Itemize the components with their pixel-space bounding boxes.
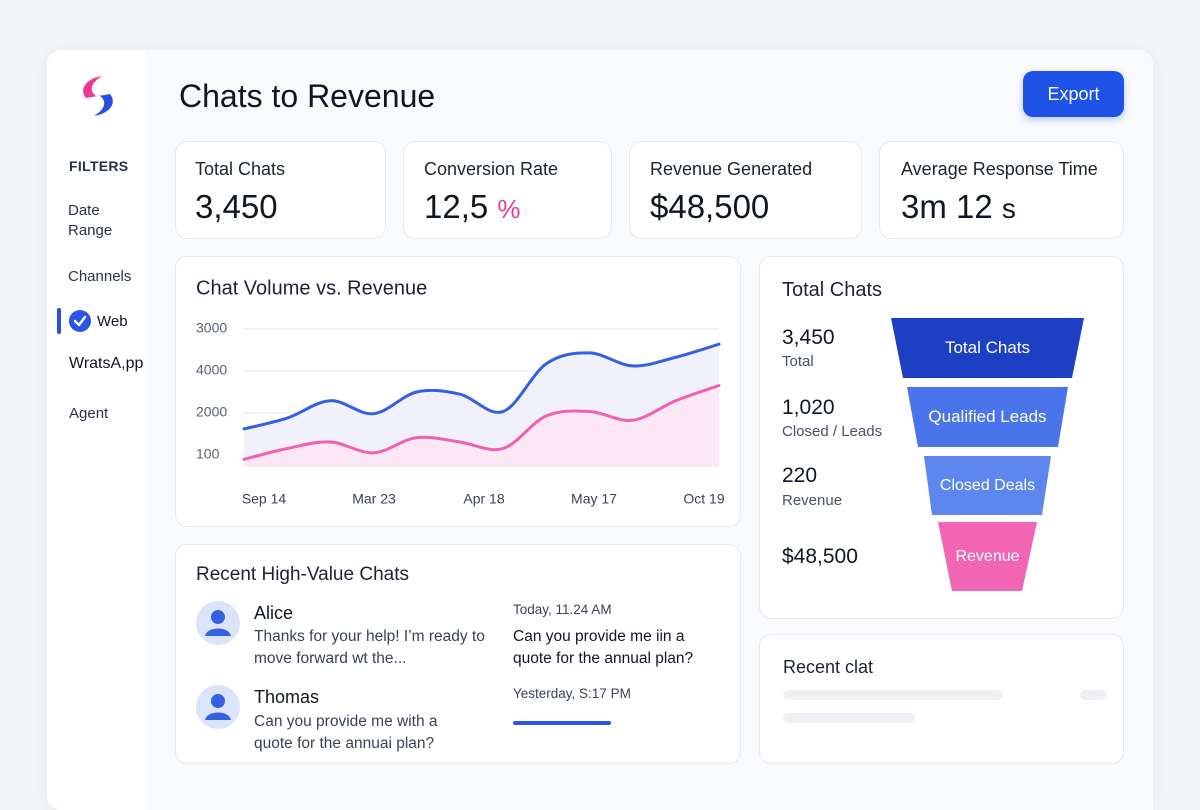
chat-message: Can you provide me with a quote for the …	[254, 713, 438, 752]
placeholder-line	[783, 713, 915, 723]
logo	[83, 76, 113, 116]
export-button[interactable]: Export	[1023, 71, 1124, 117]
avatar	[196, 601, 240, 645]
kpi-card: Revenue Generated $48,500	[629, 141, 862, 239]
chat-name[interactable]: Alice	[254, 603, 294, 623]
kpi-label: Average Response Time	[901, 159, 1098, 179]
y-tick-label: 100	[196, 446, 220, 462]
kpi-value: $48,500	[650, 188, 770, 225]
x-tick-label: Sep 14	[242, 491, 287, 507]
web-checkbox[interactable]	[68, 309, 92, 333]
x-tick-label: Mar 23	[352, 491, 396, 507]
funnel-shapes	[891, 318, 1084, 591]
line	[242, 383, 721, 461]
chat-time: Today, 11.24 AM	[513, 602, 612, 617]
chat-reply: Can you provide me iin a quote for the a…	[513, 628, 694, 667]
kpi-card: Total Chats 3,450	[175, 141, 386, 239]
chat-message: Thanks for your help! I’m ready to move …	[254, 628, 485, 667]
funnel-sub: Total	[782, 353, 814, 370]
chart-title: Chat Volume vs. Revenue	[196, 277, 427, 299]
kpi-value-wrap: 3m 12 s	[901, 188, 1016, 226]
y-tick-label: 4000	[196, 362, 227, 378]
y-tick-label: 2000	[196, 404, 227, 420]
funnel-stage-shape	[907, 387, 1068, 447]
funnel-stage-shape	[938, 522, 1037, 591]
chat-time: Yesterday, S:17 PM	[513, 686, 631, 701]
filter-agent[interactable]: Agent	[69, 405, 109, 422]
filter-whatsapp[interactable]: WratsA,pp	[69, 355, 144, 372]
kpi-unit: s	[1001, 193, 1016, 224]
kpi-label: Conversion Rate	[424, 159, 559, 179]
page-title: Chats to Revenue	[179, 78, 436, 114]
recent-chat-title: Recent clat	[783, 657, 874, 677]
funnel-title: Total Chats	[782, 279, 883, 301]
kpi-value-wrap: 12,5 %	[424, 188, 521, 226]
funnel-stage-label: Qualified Leads	[928, 407, 1047, 426]
funnel-value: $48,500	[782, 545, 858, 568]
line	[242, 342, 721, 431]
kpi-label: Total Chats	[195, 159, 286, 179]
kpi-unit: %	[497, 194, 521, 224]
recent-chat-panel: Recent clat	[759, 634, 1124, 764]
filter-date-range[interactable]: Date Range	[68, 202, 113, 239]
progress-bar	[513, 721, 611, 725]
kpi-card: Conversion Rate 12,5 %	[403, 141, 612, 239]
x-tick-label: May 17	[571, 491, 617, 507]
kpi-label: Revenue Generated	[650, 159, 813, 179]
funnel-sub: Revenue	[782, 492, 843, 509]
recent-chats-title: Recent High-Value Chats	[196, 564, 409, 585]
chat-name[interactable]: Thomas	[254, 687, 320, 707]
kpi-card: Average Response Time 3m 12 s	[879, 141, 1124, 239]
funnel-stage-shape	[891, 318, 1084, 378]
funnel-sub: Closed / Leads	[782, 423, 883, 440]
kpi-value: 12,5	[424, 188, 489, 225]
funnel-value: 3,450	[782, 326, 835, 349]
active-indicator	[57, 308, 61, 334]
y-tick-label: 3000	[196, 320, 227, 336]
funnel-stage-shape	[924, 456, 1051, 515]
kpi-value: 3m 12	[901, 188, 993, 225]
funnel-value: 220	[782, 464, 818, 487]
x-tick-label: Apr 18	[463, 491, 504, 507]
kpi-value: 3,450	[195, 188, 278, 225]
x-tick-label: Oct 19	[683, 491, 724, 507]
funnel-stage-label: Total Chats	[944, 338, 1031, 357]
funnel-value: 1,020	[782, 396, 835, 419]
filter-web[interactable]: Web	[97, 313, 128, 330]
funnel-stage-label: Closed Deals	[939, 476, 1036, 494]
filters-heading: FILTERS	[69, 158, 129, 174]
filter-channels[interactable]: Channels	[68, 268, 132, 285]
funnel-panel: Total Chats 3,450 Total 1,020 Closed / L…	[759, 256, 1124, 619]
recent-chats-panel: Recent High-Value Chats Alice Thanks for…	[175, 544, 741, 764]
placeholder-line	[783, 690, 1003, 700]
funnel-stage-label: Revenue	[955, 547, 1020, 565]
chart-panel: Chat Volume vs. Revenue 3000 4000 2000 100 S…	[175, 256, 741, 527]
placeholder-line	[1080, 690, 1106, 700]
avatar	[196, 685, 240, 729]
chart: Chat Volume vs. Revenue 3000 4000 2000 100 S…	[196, 277, 725, 507]
area	[244, 385, 719, 467]
